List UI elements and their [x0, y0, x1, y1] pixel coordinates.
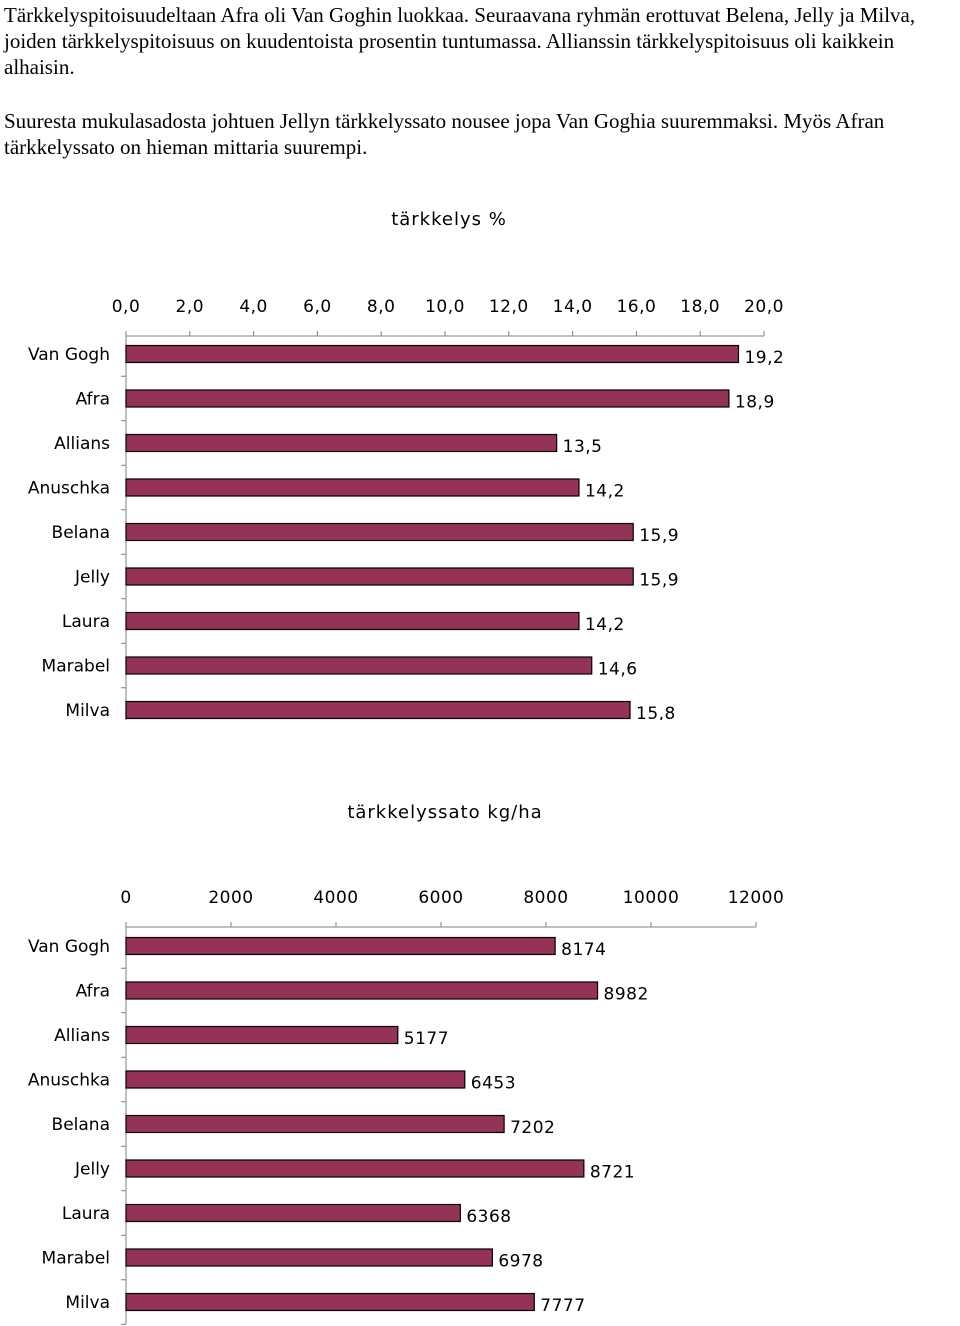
bar	[125, 1159, 585, 1178]
x-tick-label: 0,0	[112, 297, 141, 317]
data-label: 7777	[540, 1296, 585, 1316]
x-tick-label: 4,0	[239, 297, 268, 317]
chart-title: tärkkelyssato kg/ha	[347, 802, 542, 823]
category-label: Van Gogh	[28, 345, 110, 365]
data-label: 14,6	[598, 660, 638, 680]
bar	[125, 344, 740, 364]
data-label: 14,2	[585, 615, 625, 635]
bar	[125, 1203, 461, 1223]
x-tick-label: 18,0	[680, 297, 720, 317]
x-tick-label: 8000	[523, 888, 568, 908]
x-tick-label: 12000	[728, 888, 785, 908]
starch-percent-chart: tärkkelys % 0,0 2,0 4,0 6,0 8,0 10,0 12,0 14,0 16…	[28, 209, 784, 720]
x-tick-label: 0	[120, 888, 131, 908]
bar	[125, 567, 634, 586]
bar	[125, 1025, 399, 1045]
x-tick-label: 6,0	[303, 297, 332, 317]
x-tick-label: 8,0	[367, 297, 396, 317]
category-label: Anuschka	[28, 1071, 110, 1091]
data-label: 8721	[590, 1163, 635, 1183]
category-label: Marabel	[42, 657, 110, 677]
data-label: 6978	[498, 1252, 543, 1272]
category-label: Allians	[54, 434, 110, 454]
x-tick-label: 20,0	[744, 297, 784, 317]
x-tick-label: 6000	[418, 888, 463, 908]
chart-title: tärkkelys %	[391, 209, 507, 230]
bar	[125, 936, 556, 956]
bar	[125, 700, 631, 720]
starch-yield-chart: tärkkelyssato kg/ha 0 2000 4000 6000 8000 1000…	[28, 802, 785, 1325]
bar	[125, 389, 730, 408]
category-label: Jelly	[74, 1160, 110, 1180]
bar	[125, 1248, 493, 1267]
x-tick-label: 2,0	[176, 297, 205, 317]
data-label: 8982	[604, 985, 649, 1005]
category-label: Belana	[52, 523, 110, 543]
category-label: Jelly	[74, 568, 110, 588]
x-tick-label: 10000	[623, 888, 680, 908]
category-label: Allians	[54, 1026, 110, 1046]
intro-paragraph-starch-content: Tärkkelyspitoisuudeltaan Afra oli Van Go…	[4, 3, 916, 79]
bar	[125, 1292, 535, 1312]
data-label: 6453	[471, 1074, 516, 1094]
category-label: Belana	[52, 1115, 110, 1135]
category-label: Milva	[65, 1293, 110, 1313]
data-label: 5177	[404, 1029, 449, 1049]
x-tick-label: 12,0	[489, 297, 529, 317]
data-label: 6368	[466, 1207, 511, 1227]
bar	[125, 1070, 466, 1089]
bar	[125, 433, 558, 453]
data-label: 15,9	[639, 526, 679, 546]
data-label: 14,2	[585, 482, 625, 502]
bar	[125, 478, 580, 497]
category-label: Afra	[76, 982, 110, 1002]
x-tick-label: 2000	[208, 888, 253, 908]
x-tick-label: 4000	[313, 888, 358, 908]
data-label: 18,9	[735, 393, 775, 413]
x-tick-label: 14,0	[553, 297, 593, 317]
bar	[125, 981, 599, 1000]
intro-paragraph-starch-yield: Suuresta mukulasadosta johtuen Jellyn tä…	[4, 109, 885, 159]
x-tick-label: 16,0	[616, 297, 656, 317]
bar	[125, 611, 580, 631]
data-label: 7202	[510, 1118, 555, 1138]
data-label: 15,8	[636, 704, 676, 720]
bar	[125, 522, 634, 542]
data-label: 8174	[561, 940, 606, 960]
category-label: Van Gogh	[28, 937, 110, 957]
data-label: 15,9	[639, 571, 679, 591]
bar	[125, 1114, 505, 1134]
data-label: 19,2	[744, 348, 784, 368]
category-label: Afra	[76, 390, 110, 410]
category-label: Anuschka	[28, 479, 110, 499]
category-label: Laura	[62, 612, 110, 632]
data-label: 13,5	[563, 437, 603, 457]
x-tick-label: 10,0	[425, 297, 465, 317]
bar	[125, 656, 593, 675]
category-label: Laura	[62, 1204, 110, 1224]
category-label: Milva	[65, 701, 110, 720]
category-label: Marabel	[42, 1249, 110, 1269]
